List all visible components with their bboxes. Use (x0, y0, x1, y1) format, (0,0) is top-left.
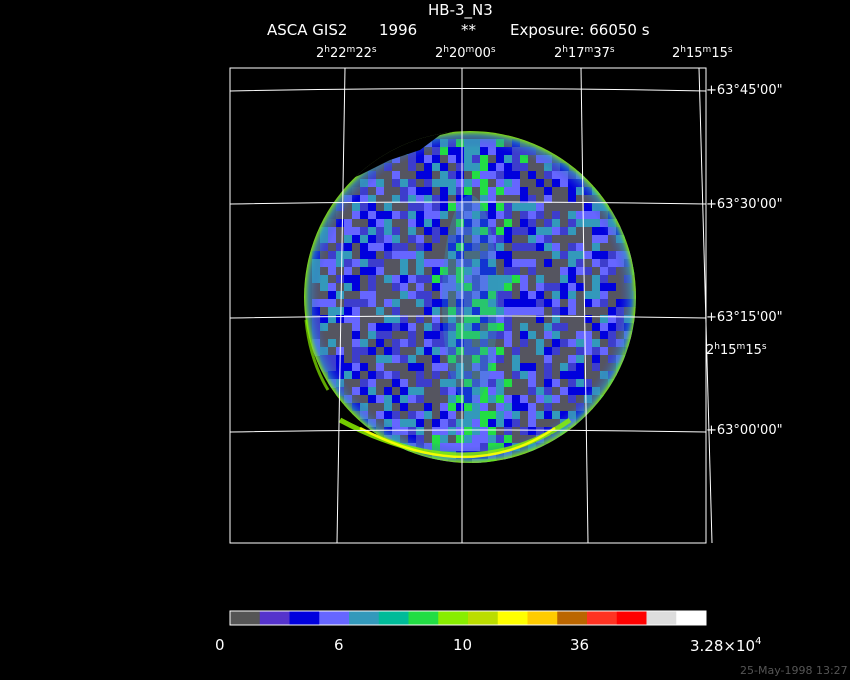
colorbar-swatch (438, 611, 469, 625)
rim-arc-left (304, 319, 330, 391)
colorbar-swatch (378, 611, 409, 625)
ra-label-2: 2h20m00s (435, 45, 496, 61)
dec-label-3: +63°15'00" (706, 310, 783, 325)
colorbar-tick-0: 0 (215, 636, 225, 654)
colorbar-swatch (676, 611, 707, 625)
rim-arc-yellow (359, 426, 556, 459)
colorbar-swatch (646, 611, 677, 625)
colorbar-swatch (587, 611, 618, 625)
ra-grid-3 (580, 67, 589, 544)
colorbar-swatch (616, 611, 647, 625)
exposure-label: Exposure: 66050 s (510, 21, 650, 39)
colorbar-tick-3: 36 (570, 636, 590, 654)
dec-grid-4 (229, 429, 707, 433)
colorbar-swatch (527, 611, 558, 625)
colorbar-swatch (259, 611, 290, 625)
ra-label-3: 2h17m37s (554, 45, 615, 61)
colorbar-swatch (349, 611, 380, 625)
dec-label-1: +63°45'00" (706, 83, 783, 98)
field-of-view (304, 131, 636, 463)
colorbar-tick-1: 6 (334, 636, 344, 654)
colorbar-swatch (289, 611, 320, 625)
year-label: 1996 (379, 21, 418, 39)
date-stamp: 25-May-1998 13:27 (740, 664, 848, 677)
dec-label-2: +63°30'00" (706, 197, 783, 212)
colorbar-swatch (497, 611, 528, 625)
ra-label-4: 2h15m15s (672, 45, 733, 61)
dec-grid-1 (229, 88, 707, 92)
colorbar-tick-2: 10 (453, 636, 473, 654)
colorbar-frame (229, 610, 707, 626)
instrument-label: ASCA GIS2 (267, 21, 348, 39)
colorbar-swatch (468, 611, 499, 625)
flag-label: ** (461, 21, 476, 39)
dec-label-4: +63°00'00" (706, 423, 783, 438)
colorbar-swatch (557, 611, 588, 625)
colorbar-max-label: 3.28×104 (690, 636, 762, 655)
ra-grid-4 (698, 67, 713, 544)
ra-grid-1 (336, 67, 346, 544)
ra-side-label: 2h15m15s (706, 342, 767, 358)
colorbar-swatch (408, 611, 439, 625)
ra-label-1: 2h22m22s (316, 45, 377, 61)
dec-grid-2 (229, 201, 707, 205)
colorbar-swatch (319, 611, 350, 625)
colorbar-swatch (230, 611, 261, 625)
object-name: HB-3_N3 (428, 1, 493, 19)
dec-grid-3 (229, 315, 707, 319)
colorbar (230, 611, 707, 625)
